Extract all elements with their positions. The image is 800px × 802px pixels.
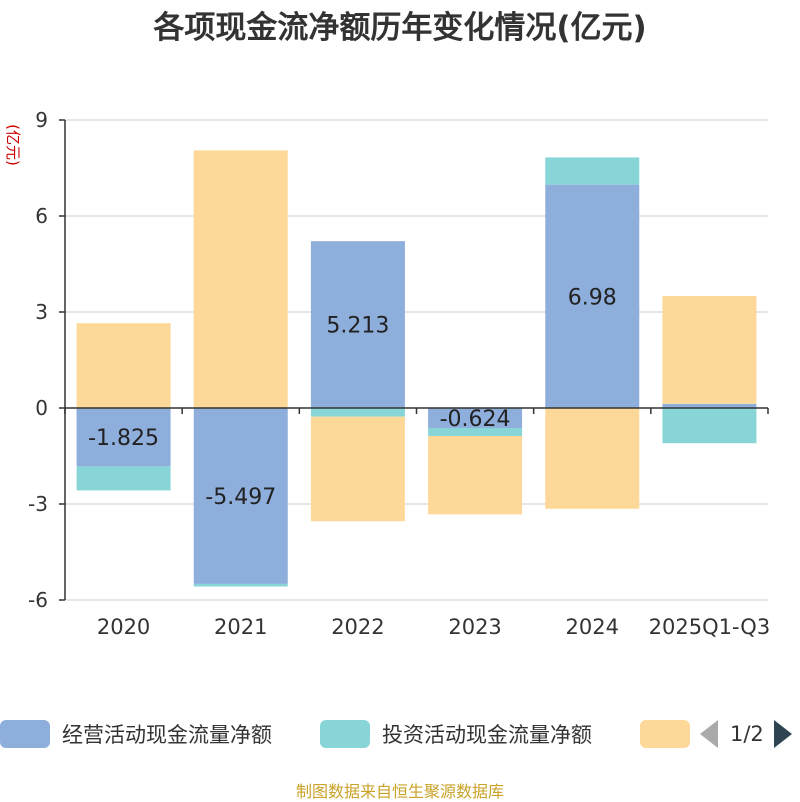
arrow-right-icon[interactable] [773,720,792,748]
y-tick-label: -3 [28,492,48,516]
x-tick-label: 2025Q1-Q3 [649,615,771,639]
bar-financing [310,416,405,522]
legend-swatch-investing [320,720,370,748]
bar-investing [76,466,171,491]
data-label: -1.825 [88,426,159,451]
legend-item-operating[interactable]: 经营活动现金流量净额 [0,716,272,752]
x-tick-label: 2021 [214,615,267,639]
y-axis-unit-label: (亿元) [4,124,22,166]
legend-swatch-operating [0,720,50,748]
bar-operating [76,408,171,467]
legend-swatch-financing [640,720,690,748]
bar-investing [193,583,288,587]
legend-page-indicator: 1/2 [730,722,764,746]
legend-label-operating: 经营活动现金流量净额 [62,723,272,747]
bar-operating [545,184,640,408]
bar-operating [193,408,288,584]
y-tick-label: -6 [28,588,48,612]
bar-financing [428,435,523,515]
legend-pager: 1/2 [700,716,792,752]
source-note: 制图数据来自恒生聚源数据库 [295,782,504,801]
bar-investing [545,157,640,185]
bars [76,150,757,587]
grid-lines [65,119,768,601]
data-label: -0.624 [440,407,511,432]
bar-financing [193,150,288,408]
data-label: -5.497 [205,485,276,510]
legend-item-investing[interactable]: 投资活动现金流量净额 [320,716,592,752]
legend-label-investing: 投资活动现金流量净额 [382,723,592,747]
x-tick-label: 2020 [97,615,150,639]
bar-financing [76,323,171,408]
chart-title: 各项现金流净额历年变化情况(亿元) [153,10,647,46]
y-tick-label: 9 [35,108,48,132]
axes: -6 -3 0 3 6 9 2020 2021 2022 2023 2024 2025Q1-Q3 [28,108,770,639]
data-labels: -1.825 -5.497 5.213 -0.624 6.98 [88,285,617,510]
x-tick-label: 2024 [566,615,619,639]
y-tick-label: 3 [35,300,48,324]
bar-operating [428,408,523,428]
bar-financing [545,408,640,509]
y-tick-label: 0 [35,396,48,420]
bar-investing [310,408,405,417]
bar-operating [310,241,405,408]
legend-item-financing[interactable] [640,716,702,752]
x-tick-label: 2023 [448,615,501,639]
y-tick-label: 6 [35,204,48,228]
bar-financing [662,296,757,404]
bar-investing [662,408,757,444]
x-tick-label: 2022 [331,615,384,639]
bar-operating [662,403,757,408]
bar-investing [428,427,523,436]
data-label: 5.213 [326,314,389,339]
data-label: 6.98 [568,285,617,310]
legend: 经营活动现金流量净额 投资活动现金流量净额 1/2 [0,716,800,752]
arrow-left-icon[interactable] [700,720,718,748]
